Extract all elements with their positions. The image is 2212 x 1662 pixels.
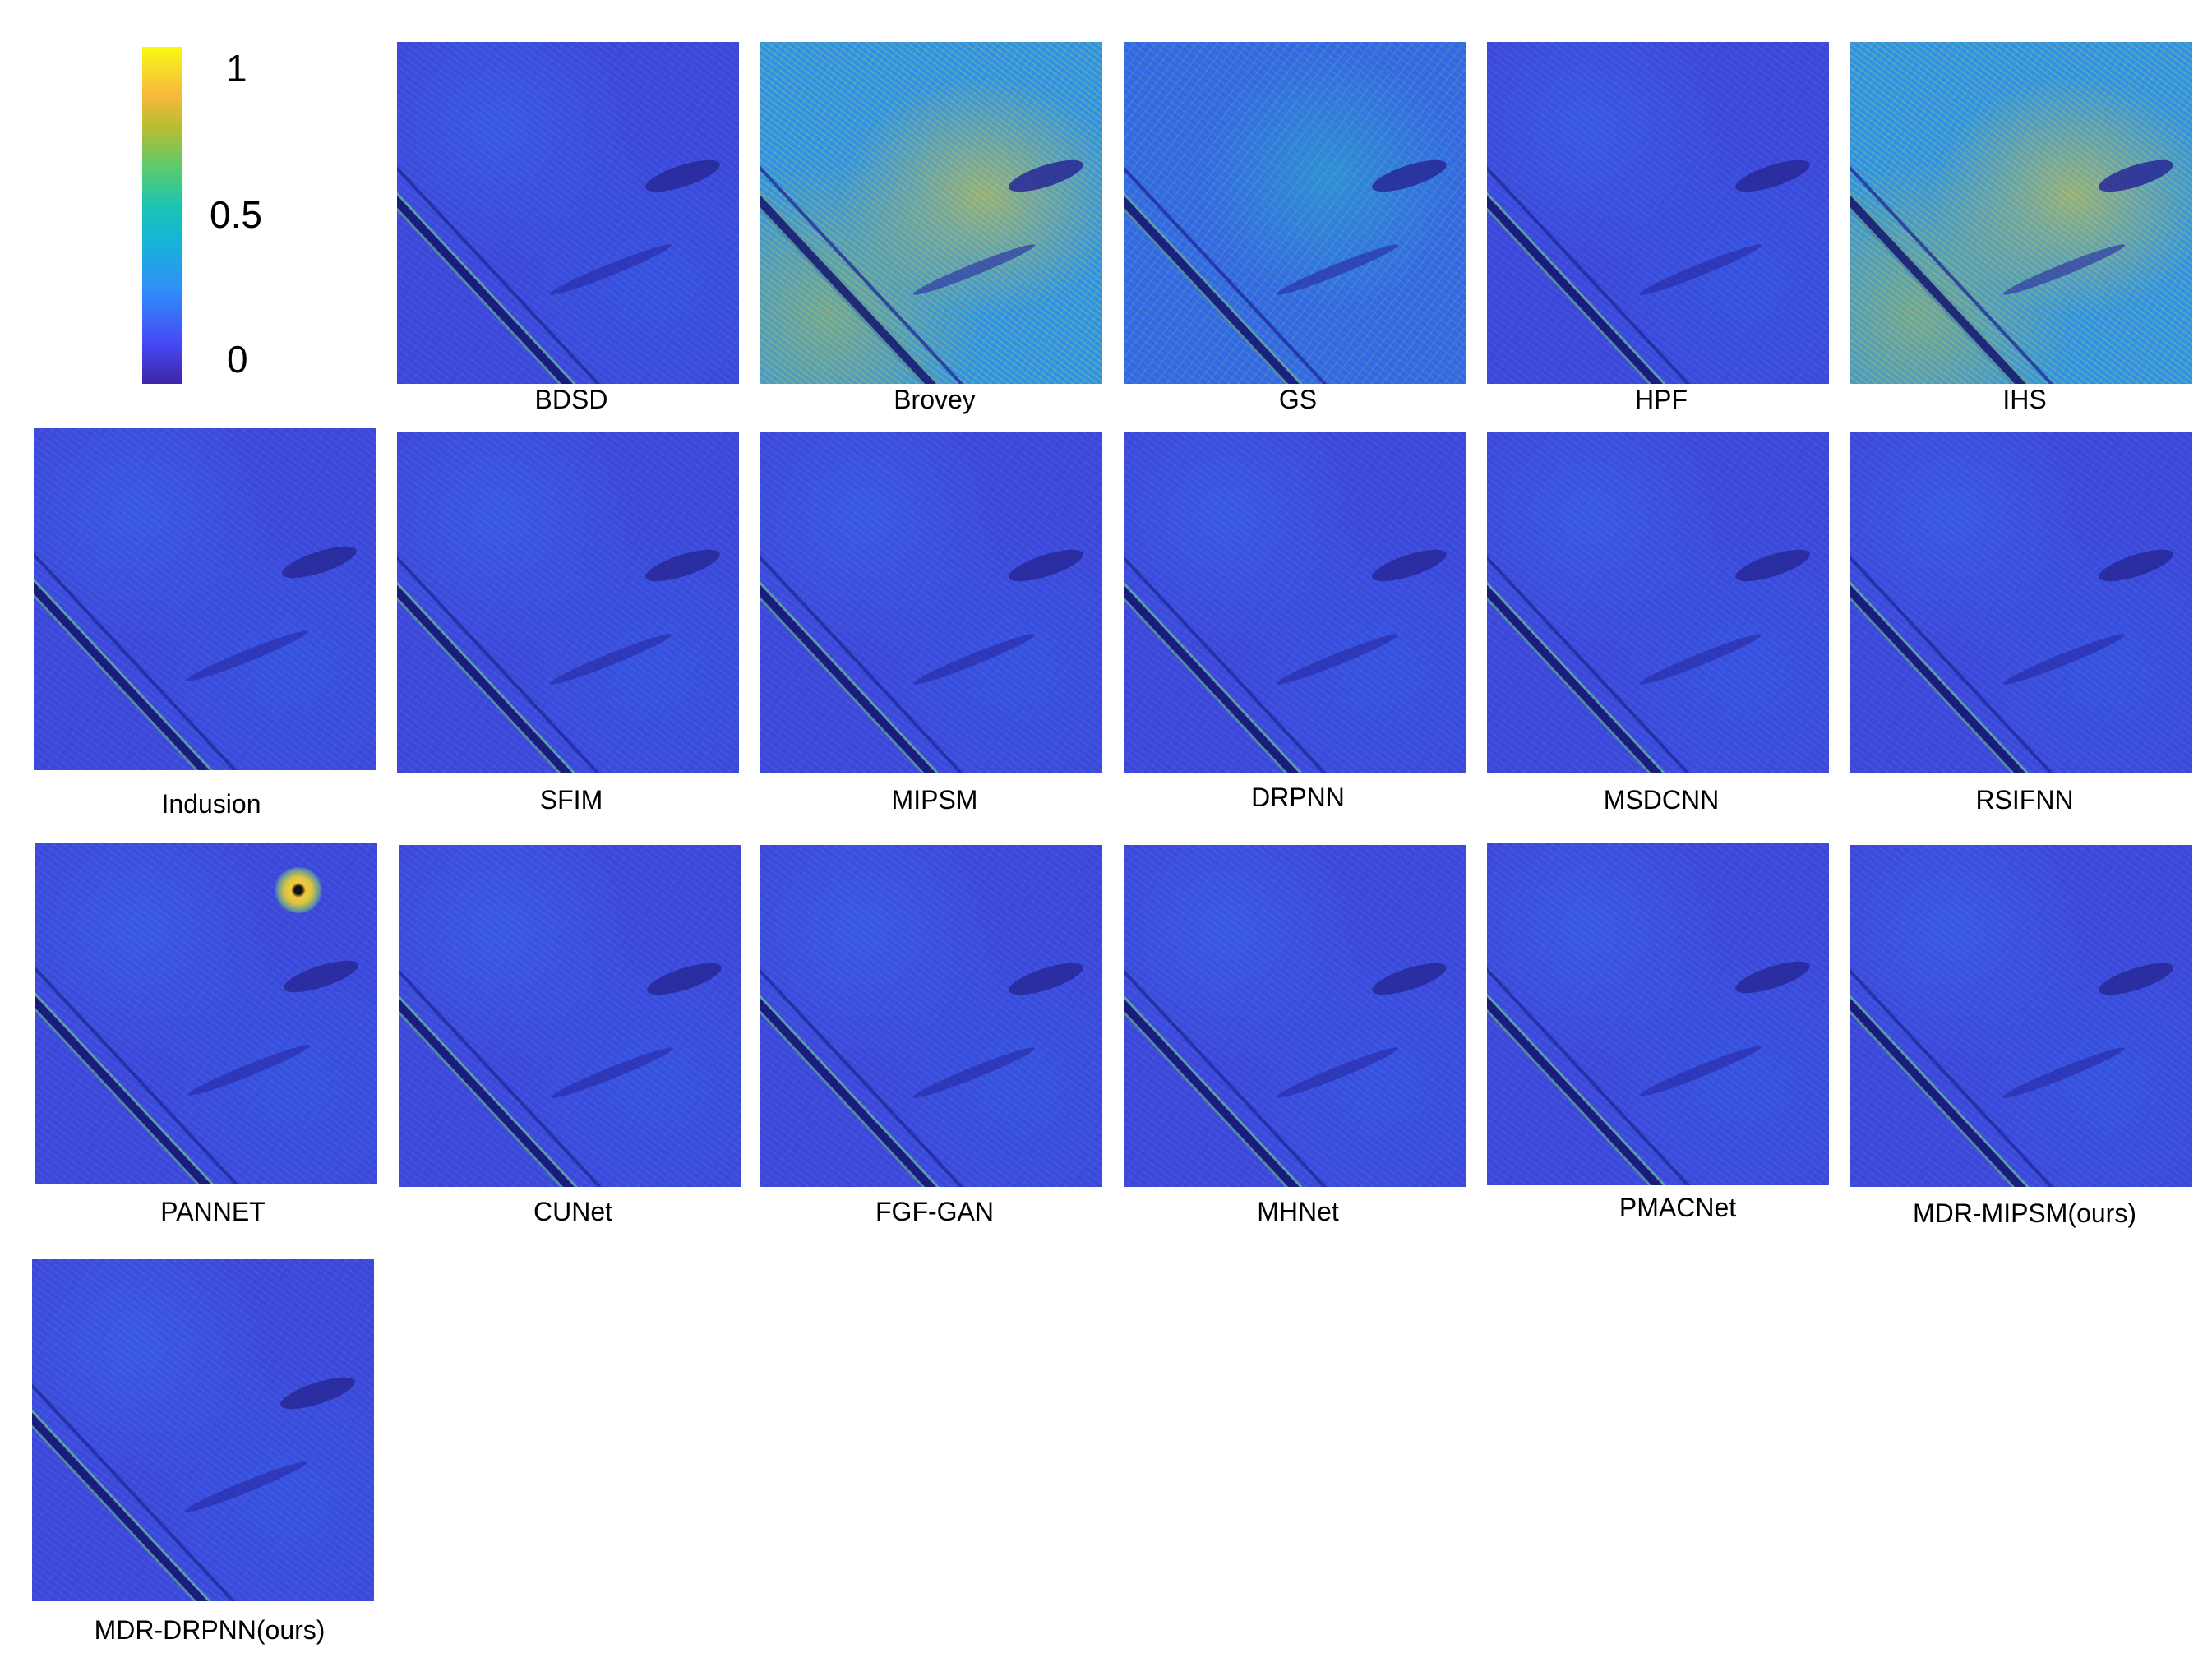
panel-label-mdr-drpnn: MDR-DRPNN(ours) (94, 1615, 326, 1645)
panel-label-cunet: CUNet (533, 1197, 612, 1226)
panel-label-bdsd: BDSD (534, 385, 608, 414)
error-map-image (35, 843, 377, 1184)
colorbar (142, 47, 182, 384)
error-map-image (399, 845, 741, 1187)
error-map-image (760, 845, 1102, 1187)
panel-hpf (1487, 42, 1829, 384)
error-map-image (1487, 843, 1829, 1185)
error-map-image (397, 42, 739, 384)
panel-mipsm (760, 432, 1102, 773)
panel-ihs (1850, 42, 2192, 384)
panel-rsifnn (1850, 432, 2192, 773)
panel-bdsd (397, 42, 739, 384)
panel-drpnn (1124, 432, 1466, 773)
error-map-image (1124, 845, 1466, 1187)
error-map-image (1487, 42, 1829, 384)
error-map-image (1487, 432, 1829, 773)
error-map-image (1850, 432, 2192, 773)
panel-brovey (760, 42, 1102, 384)
panel-label-mhnet: MHNet (1257, 1197, 1339, 1226)
error-map-image (397, 432, 739, 773)
panel-label-drpnn: DRPNN (1251, 783, 1345, 812)
colorbar-tick-max: 1 (226, 47, 247, 90)
panel-mdr-mipsm (1850, 845, 2192, 1187)
panel-label-indusion: Indusion (161, 789, 261, 819)
panel-gs (1124, 42, 1466, 384)
panel-fgf-gan (760, 845, 1102, 1187)
panel-label-pannet: PANNET (160, 1197, 266, 1226)
error-map-image (1850, 42, 2192, 384)
panel-pmacnet (1487, 843, 1829, 1185)
panel-msdcnn (1487, 432, 1829, 773)
panel-mhnet (1124, 845, 1466, 1187)
error-map-image (760, 42, 1102, 384)
panel-mdr-drpnn (32, 1259, 374, 1601)
panel-label-mdr-mipsm: MDR-MIPSM(ours) (1913, 1198, 2136, 1228)
panel-pannet (35, 843, 377, 1184)
panel-label-gs: GS (1278, 385, 1318, 414)
colorbar-tick-min: 0 (227, 338, 248, 381)
error-map-image (1124, 432, 1466, 773)
error-map-image (1850, 845, 2192, 1187)
error-map-image (32, 1259, 374, 1601)
panel-label-hpf: HPF (1635, 385, 1688, 414)
panel-label-sfim: SFIM (539, 785, 603, 815)
panel-label-msdcnn: MSDCNN (1603, 785, 1720, 815)
panel-indusion (34, 428, 376, 770)
panel-sfim (397, 432, 739, 773)
panel-label-rsifnn: RSIFNN (1975, 785, 2074, 815)
panel-label-mipsm: MIPSM (891, 785, 978, 815)
colorbar-tick-mid: 0.5 (210, 193, 262, 236)
panel-label-ihs: IHS (2002, 385, 2047, 414)
panel-label-brovey: Brovey (894, 385, 976, 414)
panel-cunet (399, 845, 741, 1187)
panel-label-fgf-gan: FGF-GAN (875, 1197, 994, 1226)
error-map-image (34, 428, 376, 770)
error-map-image (760, 432, 1102, 773)
error-map-image (1124, 42, 1466, 384)
panel-label-pmacnet: PMACNet (1619, 1193, 1737, 1222)
